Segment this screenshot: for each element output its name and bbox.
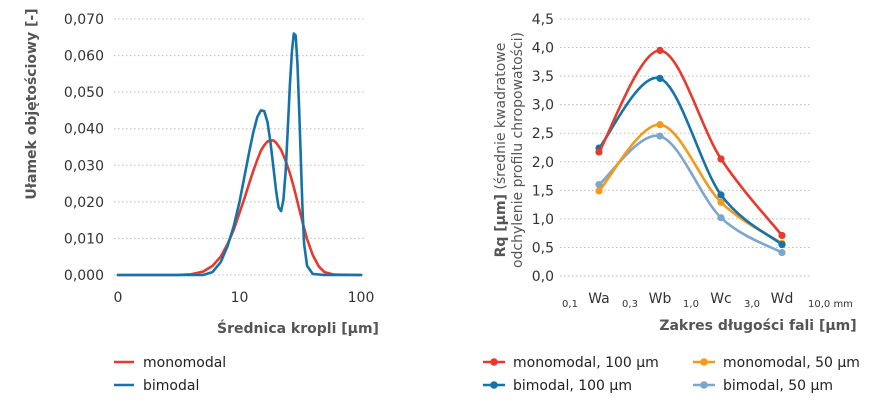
left-legend-label: bimodal (143, 378, 199, 394)
left-y-ticks: 0,000 0,010 0,020 0,030 0,040 0,050 0,060 0,070 (64, 12, 104, 284)
left-series (116, 32, 363, 277)
right-x-boundary-label: 10,0 mm (808, 299, 853, 310)
right-chart: 0,0 0,5 1,0 1,5 2,0 2,5 3,0 3,5 4,0 4,5 Wa Wb Wc Wd 0… (483, 12, 860, 394)
right-x-category-label: Wb (649, 291, 672, 307)
right-legend-label: monomodal, 100 µm (513, 355, 659, 371)
left-x-tick-label: 0 (114, 290, 123, 306)
left-y-tick-label: 0,000 (64, 268, 104, 284)
left-y-tick-label: 0,030 (64, 158, 104, 174)
right-series-point (778, 248, 786, 257)
right-y-tick-label: 2,5 (532, 126, 554, 142)
left-chart: 0,000 0,010 0,020 0,030 0,040 0,050 0,060 0,070… (24, 8, 379, 394)
right-y-tick-label: 1,5 (532, 183, 554, 199)
right-x-ticks: Wa Wb Wc Wd 0,1 0,3 1,0 3,0 10,0 mm (562, 291, 853, 310)
left-y-tick-label: 0,070 (64, 12, 104, 28)
left-grid (114, 18, 364, 276)
left-y-axis-title: Ułamek objętościowy [-] (24, 8, 40, 199)
right-y-tick-label: 3,0 (532, 98, 554, 114)
right-y-tick-label: 3,5 (532, 69, 554, 85)
left-y-tick-label: 0,050 (64, 85, 104, 101)
right-series-point (717, 155, 725, 163)
left-y-tick-label: 0,060 (64, 49, 104, 65)
right-x-axis-title: Zakres długości fali [µm] (659, 318, 856, 334)
left-y-tick-label: 0,010 (64, 231, 104, 247)
right-y-ticks: 0,0 0,5 1,0 1,5 2,0 2,5 3,0 3,5 4,0 4,5 (532, 12, 554, 285)
right-legend-marker (700, 358, 708, 366)
right-legend-label: monomodal, 50 µm (723, 355, 860, 371)
right-series-point (656, 46, 664, 55)
left-x-tick-label: 100 (348, 290, 375, 306)
right-legend-marker (490, 381, 498, 389)
right-x-category-label: Wa (588, 291, 610, 307)
right-x-category-label: Wc (710, 291, 732, 307)
right-x-boundary-label: 1,0 (683, 299, 699, 310)
left-legend-label: monomodal (143, 355, 226, 371)
right-y-tick-label: 1,0 (532, 212, 554, 228)
right-x-boundary-label: 3,0 (744, 299, 760, 310)
left-series-line-bimodal (116, 32, 363, 277)
right-series-point (595, 148, 603, 156)
right-y-tick-label: 4,5 (532, 12, 554, 28)
right-y-tick-label: 2,0 (532, 155, 554, 171)
right-series-point (656, 132, 664, 140)
right-legend-marker (490, 358, 498, 366)
right-legend-label: bimodal, 50 µm (723, 378, 833, 394)
right-series-point (778, 231, 786, 240)
right-series-point (717, 191, 725, 199)
right-x-boundary-label: 0,3 (622, 299, 638, 310)
right-series-point (717, 214, 725, 222)
right-series-point (656, 121, 664, 129)
right-y-axis-title: Rq [µm] (średnie kwadratowe (493, 43, 509, 258)
right-series-line (597, 49, 784, 237)
right-y-tick-label: 0,0 (532, 269, 554, 285)
right-legend-marker (700, 381, 708, 389)
right-series-point (717, 198, 725, 206)
right-series-line (597, 76, 783, 246)
right-series-point (595, 181, 603, 189)
left-y-tick-label: 0,040 (64, 122, 104, 138)
left-legend: monomodal bimodal (114, 355, 226, 394)
right-y-tick-label: 4,0 (532, 41, 554, 57)
left-x-axis-title: Średnica kropli [µm] (217, 319, 379, 337)
left-y-tick-label: 0,020 (64, 195, 104, 211)
right-series (595, 46, 786, 257)
right-series-point (656, 74, 664, 82)
right-series-point (595, 187, 603, 195)
left-series-line-monomodal (116, 139, 363, 277)
left-x-ticks: 0 10 100 (114, 290, 375, 306)
right-legend: monomodal, 100 µm monomodal, 50 µm bimodal… (483, 355, 860, 394)
right-y-axis-title-rest: (średnie kwadratowe (493, 43, 509, 194)
right-y-axis-title-bold: Rq [µm] (493, 194, 509, 257)
right-x-boundary-label: 0,1 (562, 299, 578, 310)
right-x-category-label: Wd (771, 291, 794, 307)
right-y-axis-title-line2: odchylenie profilu chropowatości) (510, 32, 526, 268)
right-legend-label: bimodal, 100 µm (513, 378, 632, 394)
right-y-tick-label: 0,5 (532, 240, 554, 256)
right-series-point (778, 240, 786, 249)
left-x-tick-label: 10 (231, 290, 249, 306)
